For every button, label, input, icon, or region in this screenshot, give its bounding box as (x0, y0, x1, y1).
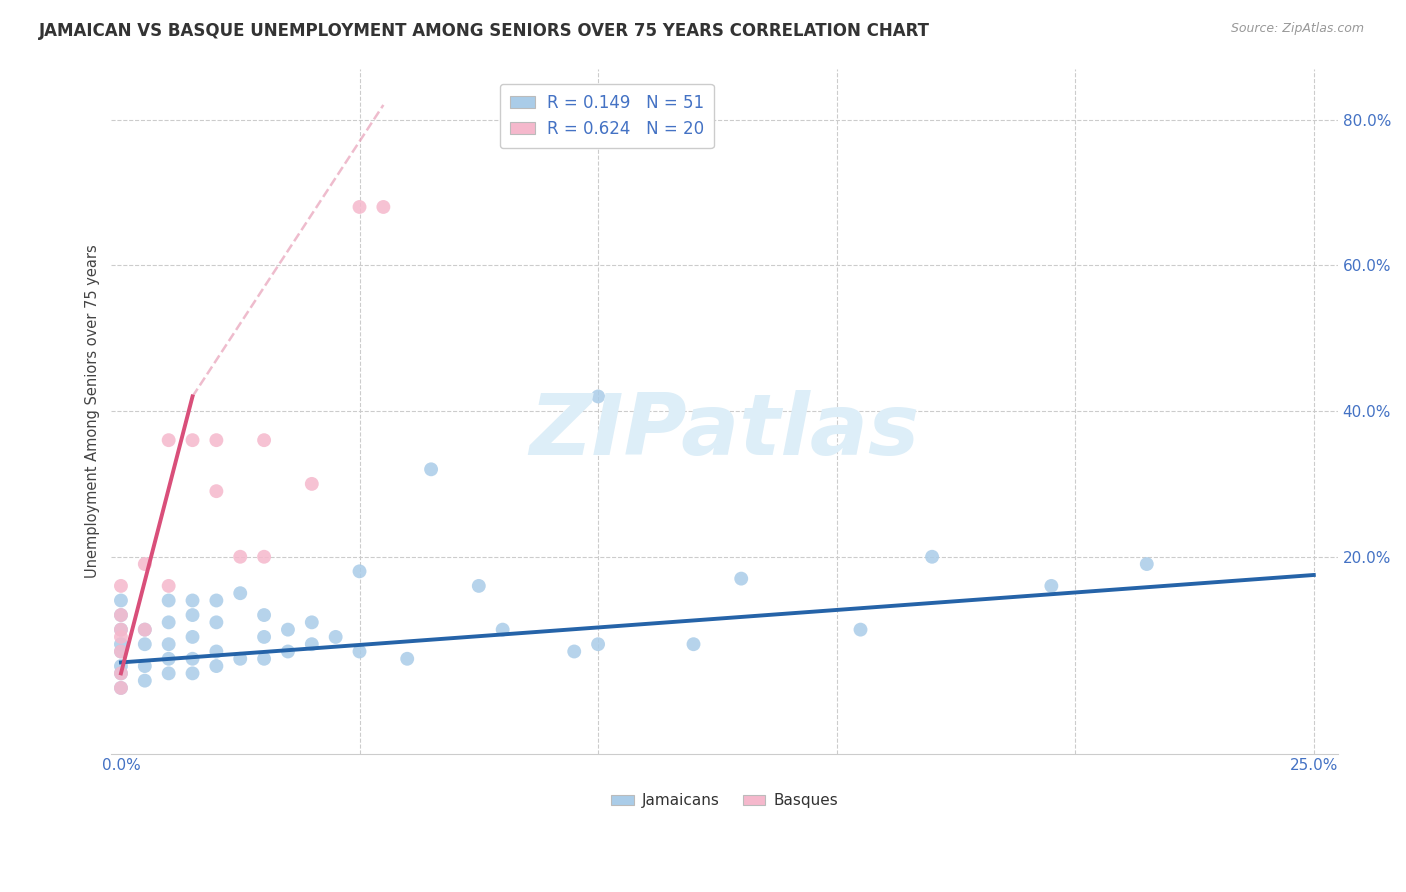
Point (1136, 557, 1159, 571)
Point (181, 666, 204, 681)
Point (110, 681, 132, 695)
Point (110, 623, 132, 637)
Point (349, 644, 371, 658)
Point (301, 476, 323, 491)
Point (134, 659, 156, 673)
Point (468, 579, 491, 593)
Point (157, 593, 180, 607)
Point (325, 630, 347, 644)
Point (110, 666, 132, 681)
Point (110, 579, 132, 593)
Point (349, 200, 371, 214)
Point (134, 637, 156, 651)
Point (110, 608, 132, 623)
Point (134, 623, 156, 637)
Point (349, 565, 371, 579)
Point (181, 433, 204, 447)
Point (301, 637, 323, 651)
Point (110, 623, 132, 637)
Point (586, 389, 609, 403)
Point (110, 593, 132, 607)
Point (277, 623, 299, 637)
Point (110, 644, 132, 658)
Legend: Jamaicans, Basques: Jamaicans, Basques (605, 787, 844, 814)
Point (205, 593, 228, 607)
Point (110, 681, 132, 695)
Point (205, 484, 228, 499)
Point (110, 637, 132, 651)
Point (921, 549, 943, 564)
Point (110, 659, 132, 673)
Point (205, 659, 228, 673)
Text: Source: ZipAtlas.com: Source: ZipAtlas.com (1230, 22, 1364, 36)
Point (1040, 579, 1063, 593)
Point (157, 579, 180, 593)
Point (134, 623, 156, 637)
Point (849, 623, 872, 637)
Point (253, 608, 276, 623)
Point (253, 433, 276, 447)
Point (373, 200, 395, 214)
Point (682, 637, 704, 651)
Point (301, 615, 323, 630)
Point (157, 652, 180, 666)
Point (229, 652, 252, 666)
Point (181, 652, 204, 666)
Point (492, 623, 515, 637)
Point (205, 615, 228, 630)
Y-axis label: Unemployment Among Seniors over 75 years: Unemployment Among Seniors over 75 years (86, 244, 100, 578)
Text: JAMAICAN VS BASQUE UNEMPLOYMENT AMONG SENIORS OVER 75 YEARS CORRELATION CHART: JAMAICAN VS BASQUE UNEMPLOYMENT AMONG SE… (39, 22, 931, 40)
Point (157, 615, 180, 630)
Point (181, 630, 204, 644)
Point (586, 637, 609, 651)
Point (110, 630, 132, 644)
Point (229, 549, 252, 564)
Point (181, 608, 204, 623)
Text: ZIPatlas: ZIPatlas (530, 390, 920, 473)
Point (205, 644, 228, 658)
Point (420, 462, 443, 476)
Point (157, 637, 180, 651)
Point (562, 644, 585, 658)
Point (396, 652, 419, 666)
Point (253, 652, 276, 666)
Point (229, 586, 252, 600)
Point (253, 630, 276, 644)
Point (181, 593, 204, 607)
Point (157, 666, 180, 681)
Point (134, 557, 156, 571)
Point (110, 608, 132, 623)
Point (277, 644, 299, 658)
Point (134, 673, 156, 688)
Point (253, 549, 276, 564)
Point (205, 433, 228, 447)
Point (110, 666, 132, 681)
Point (730, 572, 752, 586)
Point (110, 644, 132, 658)
Point (157, 433, 180, 447)
